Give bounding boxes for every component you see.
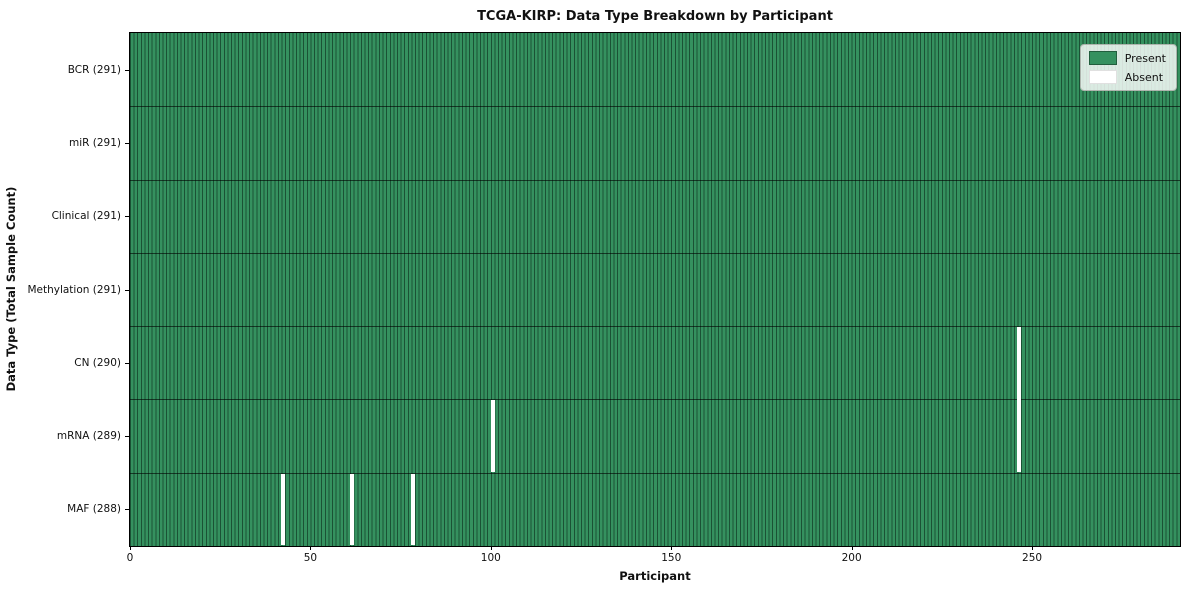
legend-item-present: Present xyxy=(1088,51,1166,65)
y-tick-label: mRNA (289) xyxy=(56,430,121,443)
y-tick-label: CN (290) xyxy=(74,356,121,369)
y-tick-mark xyxy=(125,69,129,71)
absent-cell xyxy=(411,473,416,545)
legend-item-absent: Absent xyxy=(1088,70,1166,84)
y-tick-mark xyxy=(125,362,129,364)
row-separator xyxy=(130,326,1180,328)
y-tick-mark xyxy=(125,216,129,218)
x-tick-label: 0 xyxy=(126,552,134,564)
absent-cell xyxy=(281,473,286,545)
x-tick-label: 100 xyxy=(480,552,501,564)
x-tick-mark xyxy=(1032,546,1034,550)
x-tick-label: 50 xyxy=(303,552,318,564)
x-tick-mark xyxy=(490,546,492,550)
y-tick-label: BCR (291) xyxy=(67,63,121,76)
absent-cell xyxy=(349,473,354,545)
row-separator xyxy=(130,472,1180,474)
x-tick-mark xyxy=(851,546,853,550)
y-tick-mark xyxy=(125,436,129,438)
y-tick-mark xyxy=(125,509,129,511)
absent-cell xyxy=(490,400,495,472)
y-tick-mark xyxy=(125,142,129,144)
x-tick-mark xyxy=(310,546,312,550)
x-tick-label: 250 xyxy=(1022,552,1043,564)
x-tick-label: 200 xyxy=(841,552,862,564)
legend: Present Absent xyxy=(1079,44,1177,91)
x-axis-label: Participant xyxy=(619,569,691,583)
plot-area: Present Absent xyxy=(129,32,1181,547)
x-tick-mark xyxy=(130,546,131,550)
row-separator xyxy=(130,179,1180,181)
legend-swatch-present-icon xyxy=(1088,51,1117,65)
x-tick-label: 150 xyxy=(661,552,682,564)
absent-cell xyxy=(1017,327,1022,472)
y-tick-label: Methylation (291) xyxy=(27,283,121,296)
legend-label-present: Present xyxy=(1124,51,1166,65)
legend-swatch-absent-icon xyxy=(1088,70,1117,84)
row-separator xyxy=(130,399,1180,401)
x-tick-mark xyxy=(671,546,673,550)
legend-label-absent: Absent xyxy=(1124,70,1164,84)
y-tick-label: Clinical (291) xyxy=(51,210,121,223)
row-separator xyxy=(130,106,1180,108)
y-tick-label: miR (291) xyxy=(68,136,121,149)
row-separator xyxy=(130,252,1180,254)
y-tick-label: MAF (288) xyxy=(67,503,121,516)
chart-title: TCGA-KIRP: Data Type Breakdown by Partic… xyxy=(477,9,833,24)
y-tick-mark xyxy=(125,289,129,291)
